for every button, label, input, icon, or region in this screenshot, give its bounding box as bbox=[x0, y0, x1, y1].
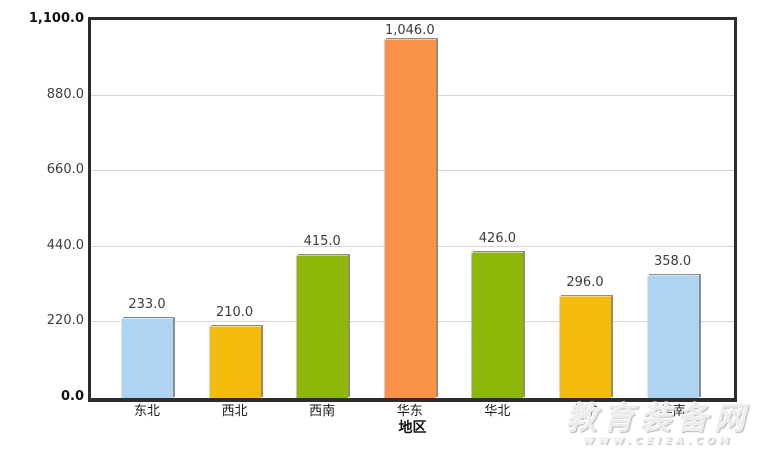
bar-value-label: 426.0 bbox=[478, 230, 516, 246]
bar-value-label: 1,046.0 bbox=[384, 23, 435, 38]
x-tick-label: 华中 bbox=[571, 404, 598, 419]
x-tick-label: 华南 bbox=[659, 404, 686, 419]
x-axis-title: 地区 bbox=[398, 420, 427, 436]
y-tick-label: 220.0 bbox=[46, 313, 84, 329]
x-tick-label: 西北 bbox=[221, 404, 248, 419]
bar-value-label: 233.0 bbox=[128, 296, 166, 312]
watermark-url-text: WWW.CEIEA.COM bbox=[583, 436, 734, 447]
x-tick-label: 华东 bbox=[396, 404, 423, 419]
y-tick-label: 660.0 bbox=[46, 162, 84, 178]
bar-华东[interactable] bbox=[383, 38, 436, 398]
plot-area: 233.0 210.0 415.0 1,046.0 426.0 296.0 358.0 bbox=[88, 17, 737, 402]
bar-西南[interactable] bbox=[296, 255, 349, 398]
x-tick-label: 西南 bbox=[309, 404, 336, 419]
bar-value-label: 358.0 bbox=[653, 253, 692, 269]
y-tick-label: 0.0 bbox=[60, 389, 84, 404]
y-tick-label: 880.0 bbox=[46, 86, 84, 102]
y-tick-label: 440.0 bbox=[46, 237, 84, 253]
y-tick-label: 1,100.0 bbox=[28, 11, 84, 26]
bar-西北[interactable] bbox=[208, 325, 261, 398]
bar-华中[interactable] bbox=[559, 296, 611, 398]
bar-华北[interactable] bbox=[471, 251, 524, 398]
bar-value-label: 415.0 bbox=[303, 234, 341, 250]
bar-东北[interactable] bbox=[121, 317, 173, 398]
bar-华南[interactable] bbox=[646, 274, 699, 398]
x-tick-label: 华北 bbox=[484, 404, 511, 419]
bar-value-label: 296.0 bbox=[566, 275, 604, 291]
x-tick-label: 东北 bbox=[133, 404, 160, 419]
bar-value-label: 210.0 bbox=[215, 304, 254, 320]
